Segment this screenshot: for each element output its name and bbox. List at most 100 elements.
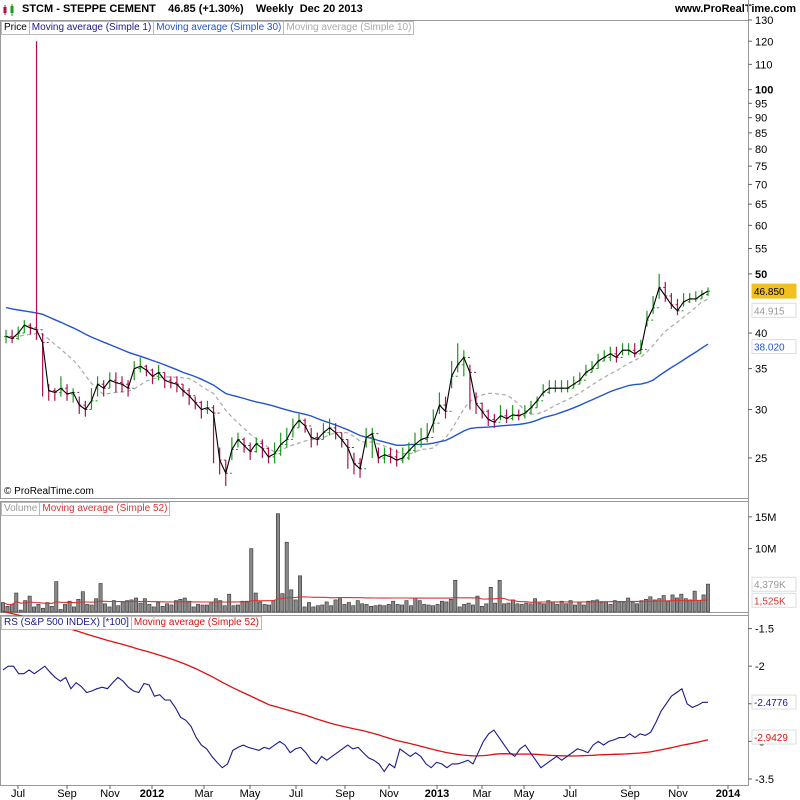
volume-bar	[577, 601, 582, 613]
volume-bar	[67, 600, 72, 613]
volume-bar	[524, 602, 529, 613]
volume-y-tick-label: 15M	[755, 512, 776, 524]
volume-bar	[386, 604, 391, 613]
legend-volume[interactable]: Volume	[1, 502, 41, 516]
volume-bar	[657, 598, 662, 613]
volume-bar	[470, 604, 475, 613]
x-tick-label: Mar	[195, 788, 214, 800]
chart-date: Dec 20 2013	[299, 3, 363, 15]
site-link[interactable]: www.ProRealTime.com	[674, 3, 796, 15]
price-y-tick-label: 50	[755, 269, 767, 281]
volume-bar	[652, 599, 657, 613]
volume-bar	[222, 605, 227, 613]
volume-bar	[683, 598, 688, 613]
ma30-value-tag: 38.020	[754, 343, 785, 354]
volume-bar	[377, 604, 382, 613]
ma10-value-tag-bg	[751, 302, 797, 318]
volume-bar	[54, 581, 59, 613]
x-tick-label: May	[240, 788, 261, 800]
volume-bar	[599, 602, 604, 613]
volume-bar	[369, 605, 373, 613]
x-tick-label: Nov	[100, 788, 120, 800]
volume-bar	[111, 600, 116, 613]
volume-bar	[18, 609, 23, 613]
volume-bar	[391, 600, 396, 613]
ma10-line	[5, 298, 709, 455]
volume-bar	[346, 602, 351, 613]
volume-bar	[63, 604, 68, 613]
volume-bar	[72, 606, 76, 613]
volume-bar	[413, 597, 418, 613]
volume-bar	[439, 600, 444, 613]
volume-bar	[231, 605, 236, 613]
legend-volume-ma[interactable]: Moving average (Simple 52)	[39, 502, 171, 516]
rs-ma-value-tag-bg	[751, 729, 797, 745]
volume-bar	[537, 602, 542, 613]
volume-bar	[120, 601, 125, 613]
volume-bar	[595, 599, 600, 613]
volume-bar	[355, 600, 360, 613]
volume-bar	[364, 604, 369, 613]
legend-ma1[interactable]: Moving average (Simple 1)	[28, 21, 155, 35]
x-tick-label: Sep	[620, 788, 640, 800]
volume-bar	[213, 598, 218, 613]
volume-bar	[58, 609, 63, 613]
volume-bar	[23, 600, 28, 613]
price-y-tick-label: 90	[755, 113, 767, 125]
volume-bar	[493, 602, 498, 613]
price-y-tick-label: 100	[755, 85, 773, 97]
volume-bar	[191, 606, 196, 613]
panel-border	[0, 20, 749, 499]
x-tick-label: 2012	[140, 788, 164, 800]
volume-bar	[156, 602, 161, 613]
period: Weekly	[255, 3, 294, 15]
x-tick-label: 2014	[716, 788, 741, 800]
volume-ma-line	[2, 596, 709, 605]
volume-ma-value-tag: 1,525K	[754, 596, 786, 607]
volume-bar	[27, 595, 32, 613]
volume-bar	[444, 601, 449, 613]
volume-bar	[417, 600, 422, 613]
symbol: STCM	[22, 3, 54, 15]
price-legend: Price Moving average (Simple 1) Moving ave…	[1, 21, 415, 35]
chart-header: STCM - STEPPE CEMENT 46.85 (+1.30%) Week…	[0, 0, 800, 20]
volume-bar	[568, 600, 573, 613]
volume-bar	[333, 599, 338, 613]
legend-ma30[interactable]: Moving average (Simple 30)	[153, 21, 285, 35]
legend-ma10[interactable]: Moving average (Simple 10)	[283, 21, 415, 35]
volume-bar	[635, 603, 640, 613]
rs-ma-value-tag: -2.9429	[754, 733, 788, 744]
ma1-line	[5, 286, 709, 475]
volume-bar	[484, 603, 489, 613]
volume-bar	[479, 605, 484, 613]
legend-rs-ma[interactable]: Moving average (Simple 52)	[130, 616, 262, 630]
rs-value-tag: -2.4776	[754, 698, 788, 709]
volume-bar	[218, 600, 223, 613]
rs-y-tick-label: -3.5	[755, 774, 774, 786]
legend-price[interactable]: Price	[1, 21, 30, 35]
volume-bar	[400, 604, 404, 613]
volume-bar	[320, 604, 325, 613]
volume-bar	[453, 579, 458, 613]
volume-bar	[262, 604, 267, 613]
volume-bar	[435, 604, 440, 613]
x-tick-label: Jul	[563, 788, 577, 800]
volume-bar	[32, 606, 37, 613]
volume-bar	[311, 606, 316, 613]
volume-bar	[519, 604, 524, 613]
candlestick-logo-icon	[3, 4, 14, 16]
volume-bar	[249, 548, 254, 613]
ma30-value-tag-bg	[751, 339, 797, 355]
price-y-tick-label: 120	[755, 36, 773, 48]
legend-rs[interactable]: RS (S&P 500 INDEX) [*100]	[1, 616, 132, 630]
panel-border	[0, 615, 749, 786]
volume-bar	[502, 603, 506, 613]
volume-bar	[0, 602, 5, 613]
x-tick-label: Mar	[473, 788, 492, 800]
volume-bar	[431, 605, 435, 613]
volume-bar	[612, 600, 617, 613]
volume-bar	[289, 589, 294, 613]
price-y-tick-label: 35	[755, 364, 767, 376]
volume-bar	[666, 600, 671, 613]
